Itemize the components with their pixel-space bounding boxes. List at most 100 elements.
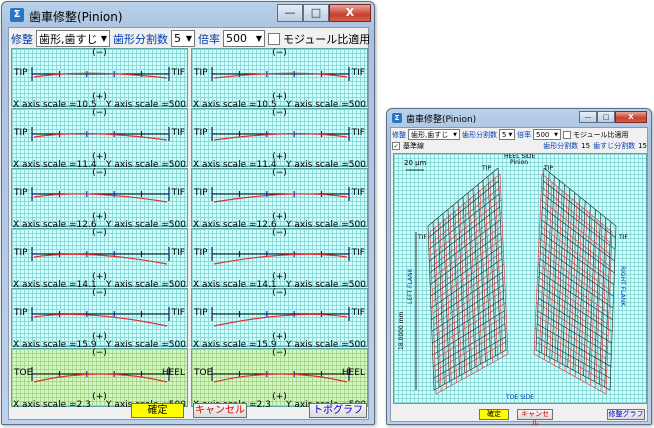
reference-line-label[interactable]: 基準線 xyxy=(403,142,424,150)
positive-label: (+) xyxy=(92,392,107,402)
negative-label: (−) xyxy=(272,108,287,118)
mod-panel[interactable]: (−) TIP TIF X axis scale =11.4 (+) Y axis sca… xyxy=(191,108,368,170)
negative-label: (−) xyxy=(272,288,287,298)
y-axis-scale: Y axis scale =500 xyxy=(105,220,186,230)
chevron-down-icon: ▼ xyxy=(554,131,558,138)
chevron-down-icon: ▼ xyxy=(255,34,262,43)
modification-select-value: 歯形,歯すじ xyxy=(39,32,98,46)
sub-division-label: 歯形分割数 xyxy=(462,130,497,139)
mod-panel[interactable]: (−) TIP TIF X axis scale =12.6 (+) Y axis sca… xyxy=(11,168,188,230)
module-ratio-checkbox[interactable] xyxy=(268,32,280,45)
minimize-button[interactable]: — xyxy=(277,4,303,22)
reference-line-checkbox[interactable]: ✓ xyxy=(392,142,400,150)
scale-bar-label: 20 μm xyxy=(404,159,427,167)
sub-module-ratio-label[interactable]: モジュール比適用 xyxy=(573,130,629,139)
sub-magnification-value: 500 xyxy=(536,130,550,139)
positive-label: (+) xyxy=(92,152,107,162)
mod-curve xyxy=(31,187,170,203)
sub-magnification-select[interactable]: 500 ▼ xyxy=(533,129,561,140)
panel-right-label: TIF xyxy=(171,248,185,258)
close-button[interactable]: X xyxy=(329,4,371,22)
sub-modification-label: 修整 xyxy=(392,130,406,139)
negative-label: (−) xyxy=(92,288,107,298)
mod-panel[interactable]: (−) TIP TIF X axis scale =15.9 (+) Y axis sca… xyxy=(191,288,368,350)
chevron-down-icon: ▼ xyxy=(100,34,107,43)
positive-label: (+) xyxy=(272,212,287,222)
cancel-button[interactable]: キャンセル xyxy=(193,403,247,418)
maximize-button[interactable]: □ xyxy=(303,4,329,22)
panel-left-label: TIP xyxy=(194,68,208,78)
sub-client-area: 修整 歯形,歯すじ ▼ 歯形分割数 5 ▼ 倍率 500 ▼ モジュール比適用 … xyxy=(390,127,648,427)
ok-button[interactable]: 確定 xyxy=(131,403,184,418)
panel-left-label: TOE xyxy=(14,368,33,378)
negative-label: (−) xyxy=(272,48,287,58)
main-titlebar[interactable]: Σ 歯車修整(Pinion) — □ X xyxy=(2,2,374,28)
mod-curve xyxy=(31,247,170,265)
tip-right-label: TIP xyxy=(544,165,554,172)
main-window: Σ 歯車修整(Pinion) — □ X 修整 歯形,歯すじ ▼ 歯形分割数 5… xyxy=(1,1,375,425)
mod-panel[interactable]: (−) TIP TIF X axis scale =12.6 (+) Y axis sca… xyxy=(191,168,368,230)
chevron-down-icon: ▼ xyxy=(185,34,192,43)
y-axis-scale: Y axis scale =500 xyxy=(105,160,186,170)
magnification-select[interactable]: 500 ▼ xyxy=(223,30,265,47)
x-axis-scale: X axis scale =14.1 xyxy=(193,280,277,290)
x-axis-scale: X axis scale =15.9 xyxy=(193,340,277,350)
panel-left-label: TIP xyxy=(14,248,28,258)
negative-label: (−) xyxy=(92,228,107,238)
mod-panel[interactable]: (−) TIP TIF X axis scale =10.5 (+) Y axis sca… xyxy=(191,48,368,110)
main-toolbar: 修整 歯形,歯すじ ▼ 歯形分割数 5 ▼ 倍率 500 ▼ モジュール比適用 xyxy=(11,30,370,47)
positive-label: (+) xyxy=(272,272,287,282)
sub-app-gear-icon: Σ xyxy=(392,113,402,123)
panel-left-label: TIP xyxy=(14,188,28,198)
y-axis-scale: Y axis scale =500 xyxy=(105,280,186,290)
negative-label: (−) xyxy=(92,48,107,58)
sub-division-select[interactable]: 5 ▼ xyxy=(499,129,515,140)
panel-right-label: TIF xyxy=(351,68,365,78)
sub-modification-value: 歯形,歯すじ xyxy=(411,130,449,139)
mod-graph-button[interactable]: 修整グラフ xyxy=(607,409,645,420)
mod-curve xyxy=(211,247,350,265)
positive-label: (+) xyxy=(92,212,107,222)
y-axis-scale: Y axis scale =500 xyxy=(285,160,366,170)
profile-div-value: 15 xyxy=(581,142,591,150)
mod-panel[interactable]: (−) TIP TIF X axis scale =15.9 (+) Y axis sca… xyxy=(11,288,188,350)
sub-cancel-button[interactable]: キャンセル xyxy=(517,409,553,427)
sub-titlebar[interactable]: Σ 歯車修整(Pinion) — □ X xyxy=(387,109,651,127)
positive-label: (+) xyxy=(272,92,287,102)
mod-curve xyxy=(31,127,170,141)
x-axis-scale: X axis scale =14.1 xyxy=(13,280,97,290)
y-axis-scale: Y axis scale =500 xyxy=(105,100,186,110)
profile-div-label: 歯形分割数 xyxy=(543,142,579,150)
division-select[interactable]: 5 ▼ xyxy=(171,30,195,47)
chevron-down-icon: ▼ xyxy=(453,131,457,138)
sub-modification-select[interactable]: 歯形,歯すじ ▼ xyxy=(408,129,460,140)
x-axis-scale: X axis scale =12.6 xyxy=(13,220,97,230)
pinion-label: Pinion xyxy=(510,159,529,166)
sub-module-ratio-checkbox[interactable] xyxy=(563,130,571,139)
main-window-title: 歯車修整(Pinion) xyxy=(29,10,123,24)
division-select-value: 5 xyxy=(174,32,181,45)
mod-panel[interactable]: (−) TIP TIF X axis scale =14.1 (+) Y axis sca… xyxy=(191,228,368,290)
panel-right-label: TIF xyxy=(351,248,365,258)
module-ratio-label[interactable]: モジュール比適用 xyxy=(283,32,371,46)
toe-side-label: TOE SIDE xyxy=(506,394,535,401)
sub-maximize-button[interactable]: □ xyxy=(597,111,615,123)
sub-close-button[interactable]: X xyxy=(615,111,647,123)
y-axis-scale: Y axis scale =500 xyxy=(285,100,366,110)
modification-select[interactable]: 歯形,歯すじ ▼ xyxy=(36,30,110,47)
lead-div-label: 歯すじ分割数 xyxy=(593,142,636,150)
mod-curve xyxy=(211,127,350,141)
positive-label: (+) xyxy=(92,272,107,282)
mod-panel[interactable]: (−) TIP TIF X axis scale =10.5 (+) Y axis sca… xyxy=(11,48,188,110)
mod-panel[interactable]: (−) TIP TIF X axis scale =11.4 (+) Y axis sca… xyxy=(11,108,188,170)
panel-right-label: TIF xyxy=(171,188,185,198)
sub-window: Σ 歯車修整(Pinion) — □ X 修整 歯形,歯すじ ▼ 歯形分割数 5… xyxy=(386,108,652,427)
sub-minimize-button[interactable]: — xyxy=(579,111,597,123)
topograph-button[interactable]: トポグラフ xyxy=(309,403,367,418)
sub-ok-button[interactable]: 確定 xyxy=(479,409,509,420)
panel-left-label: TIP xyxy=(194,128,208,138)
mod-curve xyxy=(211,67,350,81)
mod-panel[interactable]: (−) TIP TIF X axis scale =14.1 (+) Y axis sca… xyxy=(11,228,188,290)
